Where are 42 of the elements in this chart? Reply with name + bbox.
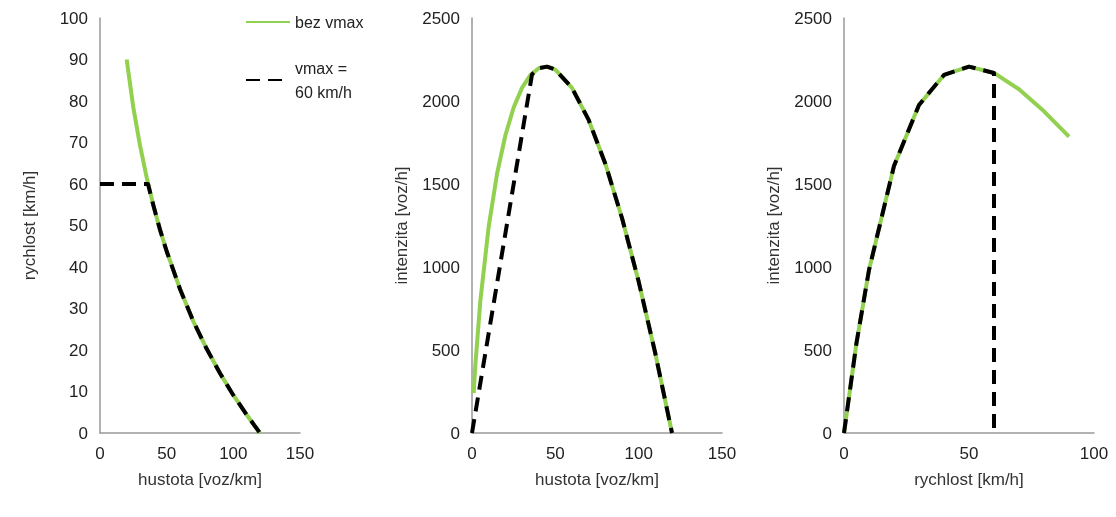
y-tick-label: 80 xyxy=(69,91,88,111)
y-tick-label: 2000 xyxy=(794,91,832,111)
legend-label: bez vmax xyxy=(295,13,364,31)
y-tick-label: 40 xyxy=(69,257,88,277)
y-tick-label: 90 xyxy=(69,50,88,69)
y-tick-label: 500 xyxy=(803,340,832,360)
y-tick-label: 2000 xyxy=(422,91,460,111)
x-tick-label: 100 xyxy=(219,444,248,463)
x-tick-label: 50 xyxy=(959,444,979,463)
y-tick-label: 30 xyxy=(69,299,88,318)
legend-label: vmax = 60 km/h xyxy=(295,59,352,101)
x-tick-label: 150 xyxy=(285,444,315,463)
y-tick-label: 1500 xyxy=(794,174,832,194)
y-tick-label: 10 xyxy=(69,382,88,401)
x-tick-label: 0 xyxy=(467,444,477,463)
y-tick-label: 60 xyxy=(69,174,88,194)
x-axis-title: hustota [voz/km] xyxy=(535,470,659,489)
x-tick-label: 100 xyxy=(1079,444,1109,463)
y-tick-label: 2500 xyxy=(422,8,460,28)
x-tick-label: 0 xyxy=(839,444,849,463)
x-tick-label: 150 xyxy=(707,444,737,463)
x-tick-label: 0 xyxy=(95,444,105,463)
y-tick-label: 50 xyxy=(69,216,88,235)
y-axis-title: intenzita [voz/h] xyxy=(764,166,783,285)
y-tick-label: 70 xyxy=(69,133,88,152)
y-tick-label: 1000 xyxy=(794,257,832,277)
y-tick-label: 1000 xyxy=(422,257,460,277)
x-tick-label: 50 xyxy=(545,444,565,463)
y-tick-label: 100 xyxy=(59,8,88,28)
x-tick-label: 100 xyxy=(624,444,653,463)
x-axis-title: rychlost [km/h] xyxy=(914,470,1024,489)
x-tick-label: 50 xyxy=(157,444,177,463)
y-axis-title: intenzita [voz/h] xyxy=(392,166,411,285)
y-axis-title: rychlost [km/h] xyxy=(20,170,39,281)
y-tick-label: 1500 xyxy=(422,174,460,194)
x-axis-title: hustota [voz/km] xyxy=(138,470,262,489)
y-tick-label: 0 xyxy=(450,423,460,443)
y-tick-label: 500 xyxy=(431,340,460,360)
y-tick-label: 0 xyxy=(78,423,88,443)
y-tick-label: 2500 xyxy=(794,8,832,28)
y-tick-label: 20 xyxy=(69,340,88,360)
y-tick-label: 0 xyxy=(822,423,832,443)
